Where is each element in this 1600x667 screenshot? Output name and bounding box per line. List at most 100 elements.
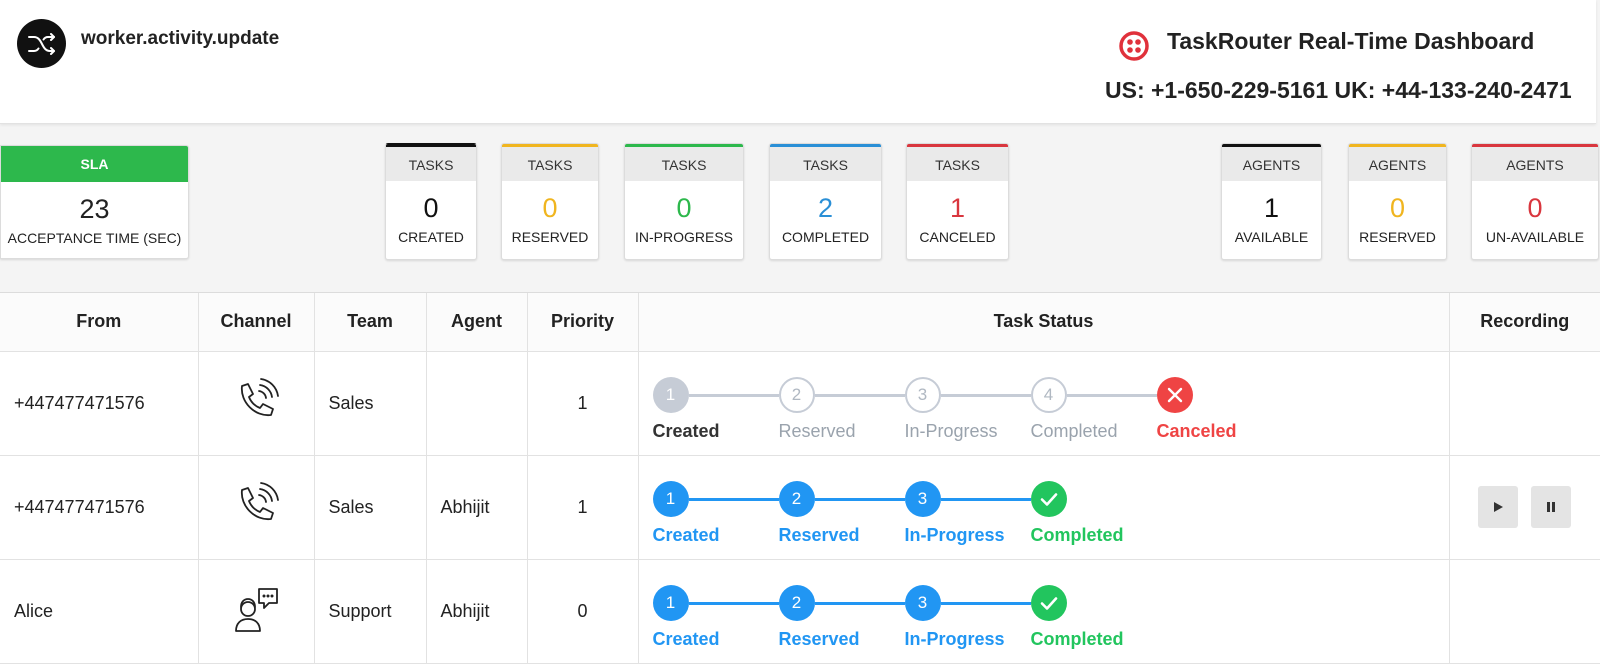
sla-label: ACCEPTANCE TIME (SEC) bbox=[7, 230, 182, 246]
card-label: CREATED bbox=[398, 229, 464, 245]
step-dot: 2 bbox=[778, 481, 815, 517]
column-task-status[interactable]: Task Status bbox=[638, 293, 1450, 352]
card-label: CANCELED bbox=[919, 229, 996, 245]
card-value: 1 bbox=[949, 193, 966, 223]
column-channel[interactable]: Channel bbox=[198, 293, 315, 352]
tasks-created-card: TASKS 0 CREATED bbox=[385, 143, 477, 260]
task-status-steps: 1 Created 2 Reserved 3 In-Progress bbox=[652, 467, 1273, 547]
priority-cell: 1 bbox=[527, 351, 639, 456]
team-cell: Sales bbox=[314, 351, 427, 456]
channel-cell bbox=[198, 455, 315, 560]
check-icon bbox=[1030, 585, 1067, 621]
card-value: 0 bbox=[1389, 193, 1406, 223]
column-recording[interactable]: Recording bbox=[1449, 293, 1600, 352]
card-label: UN-AVAILABLE bbox=[1485, 229, 1585, 245]
step-label: Created bbox=[652, 629, 720, 649]
agent-cell bbox=[426, 351, 528, 456]
step-label: Created bbox=[652, 525, 720, 545]
step-label: Reserved bbox=[778, 525, 860, 545]
agents-reserved-card: AGENTS 0 RESERVED bbox=[1348, 143, 1447, 260]
sla-card: SLA 23 ACCEPTANCE TIME (SEC) bbox=[0, 145, 189, 259]
tasks-table: From Channel Team Agent Priority Task St… bbox=[0, 292, 1600, 667]
card-label: AVAILABLE bbox=[1234, 229, 1309, 245]
card-head: AGENTS bbox=[1349, 144, 1446, 181]
pause-button[interactable] bbox=[1531, 486, 1572, 528]
step-label: Completed bbox=[1030, 629, 1124, 649]
task-status-steps: 1 Created 2 Reserved 3 In-Progress bbox=[652, 571, 1273, 651]
column-team[interactable]: Team bbox=[314, 293, 427, 352]
agents-unavailable-card: AGENTS 0 UN-AVAILABLE bbox=[1471, 143, 1599, 260]
card-value: 1 bbox=[1263, 193, 1280, 223]
x-icon bbox=[1156, 377, 1193, 413]
card-value: 2 bbox=[817, 193, 834, 223]
step-label: Reserved bbox=[778, 421, 856, 441]
step-dot: 1 bbox=[652, 481, 689, 517]
sla-value: 23 bbox=[79, 194, 110, 224]
card-value: 0 bbox=[676, 193, 692, 223]
task-status-cell: 1 Created 2 Reserved 3 In-Progress bbox=[638, 455, 1450, 560]
recording-cell bbox=[1449, 559, 1600, 664]
card-head: TASKS bbox=[625, 144, 743, 181]
step-label: Created bbox=[652, 421, 720, 441]
card-head: AGENTS bbox=[1472, 144, 1598, 181]
step-dot: 3 bbox=[904, 481, 941, 517]
task-status-cell: 1 Created 2 Reserved 3 In-Progress bbox=[638, 559, 1450, 664]
step-dot: 1 bbox=[652, 377, 689, 413]
step-connector bbox=[940, 602, 1031, 605]
table-row[interactable]: +447477471576 Sales Abhijit 1 bbox=[0, 455, 1600, 560]
from-cell: Alice bbox=[0, 559, 199, 664]
tasks-inprogress-card: TASKS 0 IN-PROGRESS bbox=[624, 143, 744, 260]
play-button[interactable] bbox=[1478, 486, 1519, 528]
sla-card-head: SLA bbox=[1, 146, 188, 182]
agent-cell: Abhijit bbox=[426, 559, 528, 664]
card-label: IN-PROGRESS bbox=[634, 229, 733, 245]
card-label: RESERVED bbox=[511, 229, 589, 245]
card-value: 0 bbox=[542, 193, 558, 223]
card-head: AGENTS bbox=[1222, 144, 1321, 181]
dashboard-title: TaskRouter Real-Time Dashboard bbox=[1167, 28, 1535, 54]
step-dot: 3 bbox=[904, 585, 941, 621]
tasks-reserved-card: TASKS 0 RESERVED bbox=[501, 143, 599, 260]
step-connector bbox=[940, 394, 1031, 397]
step-label: In-Progress bbox=[904, 629, 1005, 649]
step-dot: 1 bbox=[652, 585, 689, 621]
step-label: Completed bbox=[1030, 525, 1124, 545]
team-cell: Sales bbox=[314, 455, 427, 560]
twilio-logo-icon bbox=[1119, 31, 1149, 61]
step-label: In-Progress bbox=[904, 421, 998, 441]
column-agent[interactable]: Agent bbox=[426, 293, 528, 352]
table-row[interactable]: +447477471576 Sales 1 bbox=[0, 351, 1600, 456]
step-connector bbox=[814, 394, 905, 397]
channel-cell bbox=[198, 559, 315, 664]
agent-cell: Abhijit bbox=[426, 455, 528, 560]
card-head: TASKS bbox=[502, 144, 598, 181]
card-label: COMPLETED bbox=[781, 229, 870, 245]
step-dot: 2 bbox=[778, 585, 815, 621]
phone-call-icon bbox=[241, 481, 279, 520]
agents-available-card: AGENTS 1 AVAILABLE bbox=[1221, 143, 1322, 260]
tasks-canceled-card: TASKS 1 CANCELED bbox=[906, 143, 1009, 260]
pause-icon bbox=[1547, 502, 1556, 512]
task-status-steps: 1 Created 2 Reserved 3 In-Progress 4 bbox=[652, 363, 1273, 443]
step-connector bbox=[814, 498, 905, 501]
step-connector bbox=[814, 602, 905, 605]
step-label: In-Progress bbox=[904, 525, 1005, 545]
priority-cell: 1 bbox=[527, 455, 639, 560]
check-icon bbox=[1030, 481, 1067, 517]
recording-cell bbox=[1449, 351, 1600, 456]
table-row[interactable]: Alice Support Abhijit 0 bbox=[0, 559, 1600, 664]
recording-cell bbox=[1449, 455, 1600, 560]
card-label: RESERVED bbox=[1359, 229, 1436, 245]
step-dot: 3 bbox=[904, 377, 941, 413]
task-status-cell: 1 Created 2 Reserved 3 In-Progress 4 bbox=[638, 351, 1450, 456]
column-from[interactable]: From bbox=[0, 293, 199, 352]
dashboard-header: worker.activity.update TaskRouter Real-T… bbox=[0, 0, 1596, 124]
team-cell: Support bbox=[314, 559, 427, 664]
step-label: Canceled bbox=[1156, 421, 1237, 441]
column-priority[interactable]: Priority bbox=[527, 293, 639, 352]
card-head: TASKS bbox=[907, 144, 1008, 181]
step-connector bbox=[688, 498, 779, 501]
phone-numbers: US: +1-650-229-5161 UK: +44-133-240-2471 bbox=[1105, 77, 1572, 103]
step-connector bbox=[688, 394, 779, 397]
priority-cell: 0 bbox=[527, 559, 639, 664]
